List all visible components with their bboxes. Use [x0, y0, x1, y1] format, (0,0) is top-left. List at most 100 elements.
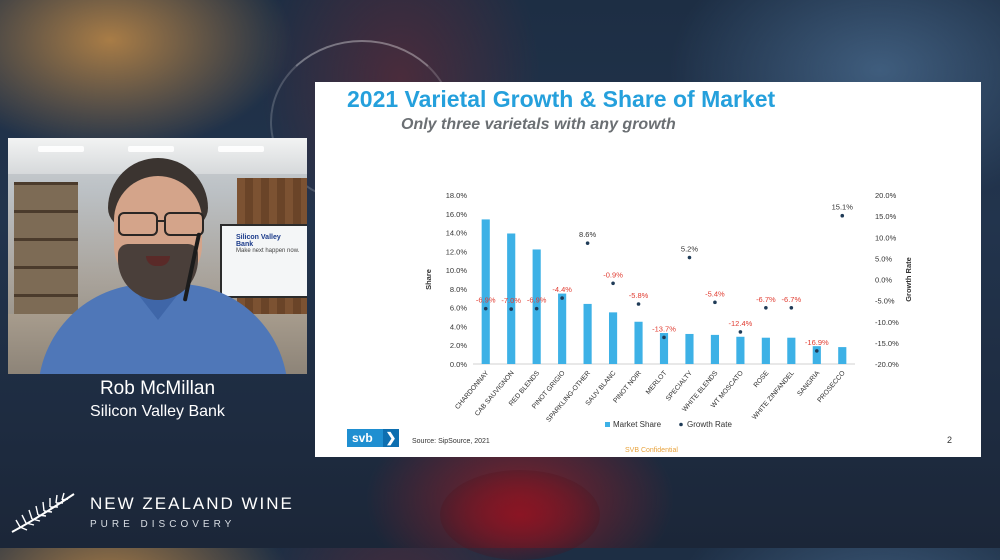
market-share-bar	[659, 333, 669, 364]
page-number: 2	[947, 435, 953, 445]
right-axis-tick: 0.0%	[875, 276, 892, 285]
category-label: MERLOT	[645, 370, 669, 396]
market-share-bar	[761, 337, 770, 364]
growth-rate-point	[662, 335, 666, 340]
left-axis-tick: 8.0%	[450, 285, 467, 294]
left-axis-tick: 10.0%	[446, 266, 468, 275]
svb-logo: svb ❯	[347, 429, 399, 447]
left-axis-tick: 4.0%	[450, 322, 467, 331]
brand-title: NEW ZEALAND WINE	[90, 494, 294, 513]
market-share-bar	[787, 337, 796, 364]
brand-subtitle: PURE DISCOVERY	[90, 519, 236, 530]
growth-rate-label: -6.7%	[756, 295, 776, 304]
left-axis-tick: 14.0%	[446, 229, 468, 238]
growth-rate-point	[815, 349, 819, 353]
office-display: Silicon Valley Bank Make next happen now…	[220, 224, 307, 298]
right-axis-tick: 15.0%	[875, 212, 897, 221]
speaker-caption: Rob McMillan Silicon Valley Bank	[8, 378, 307, 422]
right-axis-tick: 10.0%	[875, 233, 897, 242]
eyeglasses	[118, 212, 204, 236]
bookshelf	[14, 182, 78, 332]
growth-rate-point	[764, 306, 768, 310]
growth-rate-label: 15.1%	[832, 203, 854, 212]
display-tagline: Make next happen now.	[236, 248, 300, 254]
display-logo: Silicon Valley Bank	[236, 234, 281, 248]
growth-rate-point	[840, 213, 845, 218]
growth-rate-label: 8.6%	[579, 230, 596, 239]
growth-rate-point	[560, 296, 564, 300]
growth-rate-point	[738, 330, 743, 334]
left-axis-label: Share	[424, 269, 433, 290]
glasses-bridge	[156, 220, 164, 222]
market-share-bar	[710, 334, 720, 364]
right-axis-tick: -10.0%	[875, 318, 899, 327]
left-axis-tick: 2.0%	[450, 341, 467, 350]
source-note: Source: SipSource, 2021	[412, 438, 490, 445]
right-axis-tick: -15.0%	[875, 339, 899, 348]
growth-rate-label: -4.4%	[552, 285, 572, 294]
lens	[118, 212, 158, 236]
fern-logo-icon	[11, 492, 75, 533]
right-axis-tick: 20.0%	[875, 191, 897, 200]
growth-rate-point	[585, 241, 590, 245]
growth-rate-label: -5.8%	[629, 291, 649, 300]
growth-rate-label: -12.4%	[729, 319, 753, 328]
right-axis-tick: -5.0%	[875, 297, 895, 306]
confidential-note: SVB Confidential	[625, 447, 678, 454]
market-share-bar	[736, 336, 745, 364]
growth-rate-label: -6.9%	[527, 296, 547, 305]
legend-market-share-label: Market Share	[613, 420, 662, 429]
presentation-slide: 0.0% 2.0% 4.0% 6.0% 8.0% 10.0% 12.0% 14.0% 16.0%…	[315, 82, 981, 457]
growth-rate-point	[636, 302, 641, 306]
left-axis-tick: 6.0%	[450, 304, 467, 313]
category-label: PROSECCO	[816, 370, 846, 404]
legend-growth-rate-marker	[679, 422, 683, 427]
legend-growth-rate-label: Growth Rate	[687, 420, 732, 429]
growth-rate-label: 5.2%	[681, 245, 698, 254]
growth-rate-point	[687, 255, 692, 260]
category-label: SANGRIA	[796, 369, 821, 397]
market-share-bar	[481, 219, 490, 364]
growth-rate-label: -0.9%	[603, 270, 623, 279]
category-label: SPARKLING-OTHER	[545, 370, 592, 424]
speaker-name: Rob McMillan	[99, 378, 216, 399]
growth-rate-point	[789, 306, 794, 310]
legend-market-share-swatch	[605, 422, 610, 427]
growth-rate-label: -5.4%	[705, 289, 725, 298]
left-axis-tick: 12.0%	[446, 247, 468, 256]
category-label: ROSE	[753, 369, 771, 389]
growth-rate-label: -13.7%	[652, 324, 676, 333]
chevron-right-icon: ❯	[383, 429, 399, 447]
slide-title: 2021 Varietal Growth & Share of Market	[347, 86, 776, 112]
wine-background	[440, 470, 600, 560]
growth-rate-point	[611, 281, 615, 286]
market-share-bar	[634, 321, 643, 364]
ceiling-light	[128, 146, 174, 152]
speaker-organization: Silicon Valley Bank	[90, 403, 225, 420]
market-share-bar	[507, 233, 516, 364]
left-axis-tick: 16.0%	[446, 210, 468, 219]
market-share-bar	[685, 333, 694, 364]
ceiling-light	[38, 146, 84, 152]
left-axis-tick: 18.0%	[446, 191, 468, 200]
market-share-bar	[583, 303, 592, 364]
varietal-chart: 0.0% 2.0% 4.0% 6.0% 8.0% 10.0% 12.0% 14.0% 16.0%…	[424, 191, 913, 429]
speaker-video	[38, 152, 288, 374]
growth-rate-label: -6.7%	[782, 295, 802, 304]
growth-rate-label: -6.9%	[476, 296, 496, 305]
slide-subtitle: Only three varietals with any growth	[401, 116, 676, 133]
growth-rate-label: -7.0%	[501, 296, 521, 305]
growth-rate-point	[483, 306, 488, 311]
webcam-video: Silicon Valley Bank Make next happen now…	[8, 138, 307, 374]
svb-logo-text: svb	[352, 431, 373, 445]
growth-rate-point	[713, 300, 717, 305]
market-share-bar	[812, 346, 821, 364]
market-share-bar	[608, 312, 618, 364]
market-share-bar	[838, 347, 847, 364]
market-share-bar	[532, 249, 541, 364]
right-axis-tick: -20.0%	[875, 360, 899, 369]
growth-rate-point	[509, 307, 513, 311]
right-axis-tick: 5.0%	[875, 254, 892, 263]
right-axis-label: Growth Rate	[904, 257, 913, 302]
growth-rate-label: -16.9%	[805, 338, 829, 347]
